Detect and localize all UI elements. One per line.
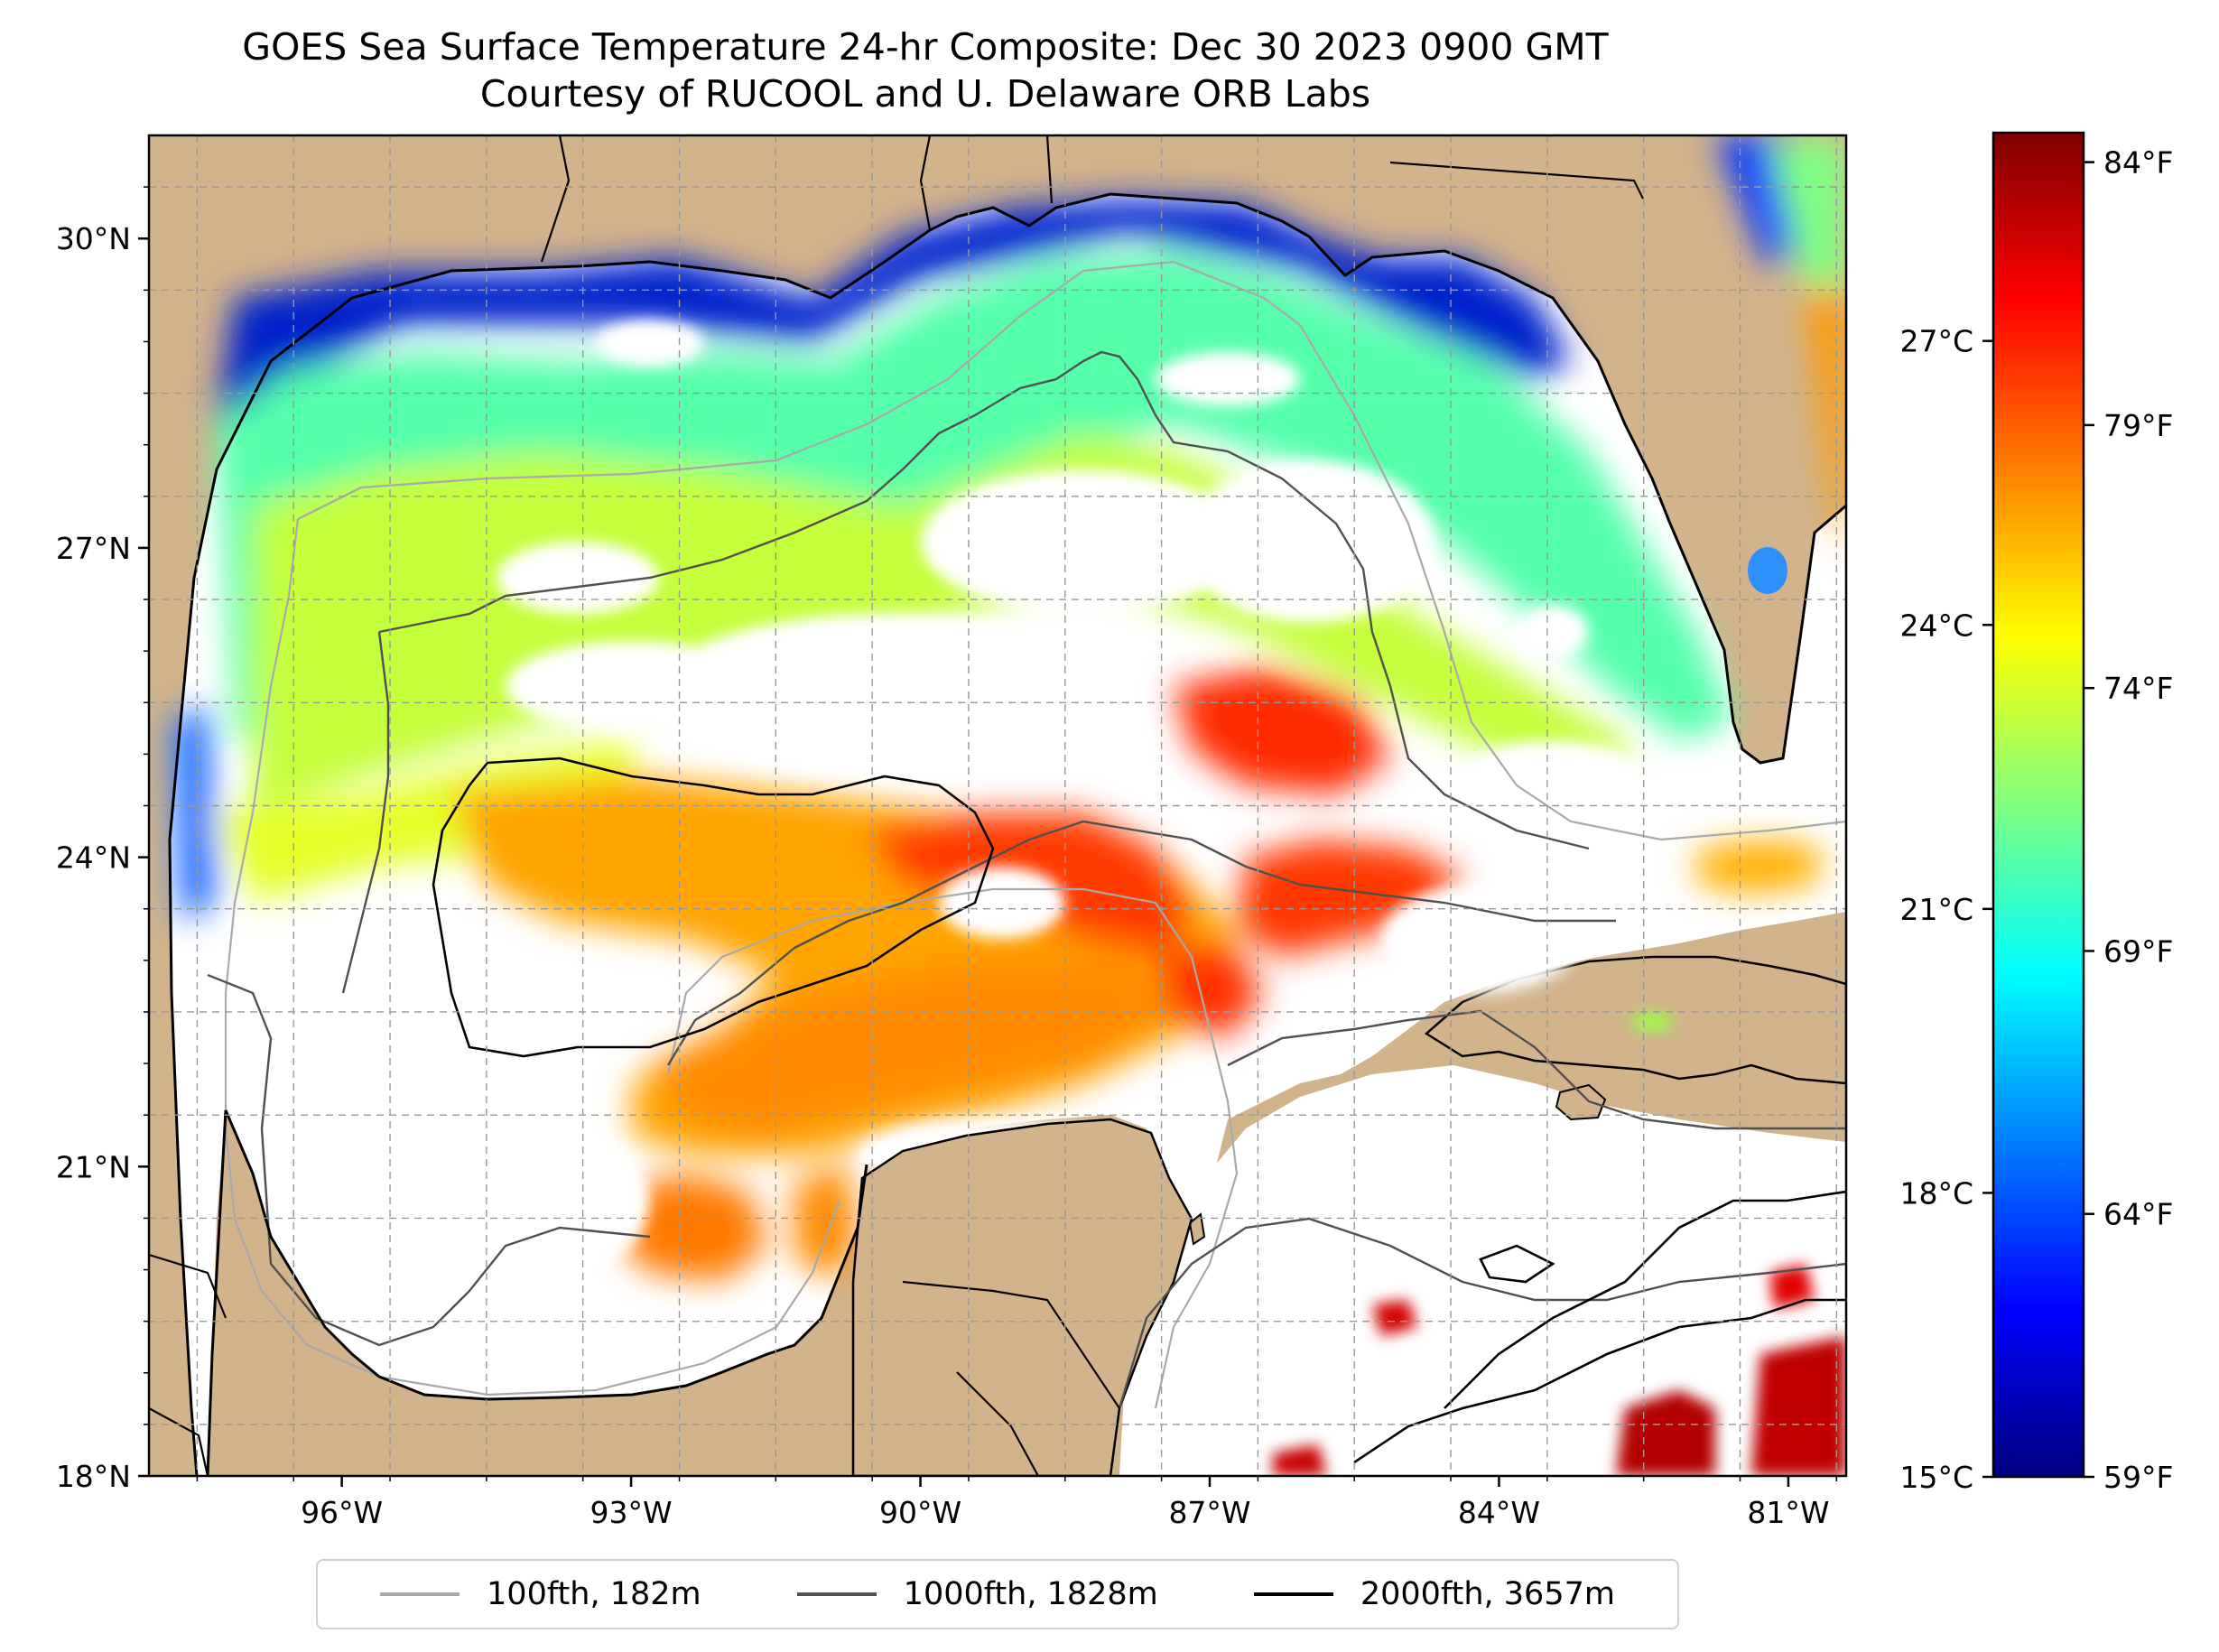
legend-label-2000fth: 2000fth, 3657m xyxy=(1360,1576,1615,1612)
lake-okeechobee xyxy=(1748,547,1787,594)
fahrenheit-tick-label: 84°F xyxy=(2103,145,2173,181)
lon-tick-label: 96°W xyxy=(301,1495,383,1530)
isle-of-youth xyxy=(1555,1083,1607,1121)
legend-swatch-100fth xyxy=(380,1592,460,1596)
colorbar-ticks: 27°C 24°C 21°C 18°C 15°C 84°F 79°F 74°F 69°F 64°F… xyxy=(1899,145,2173,1495)
celsius-tick-label: 15°C xyxy=(1899,1460,1973,1495)
political-borders xyxy=(149,135,1644,1476)
legend-label-100fth: 100fth, 182m xyxy=(487,1576,701,1612)
legend-item-100fth: 100fth, 182m xyxy=(380,1576,701,1612)
map-area xyxy=(149,135,1846,1476)
celsius-tick-label: 27°C xyxy=(1899,324,1973,359)
map-subtitle: Courtesy of RUCOOL and U. Delaware ORB L… xyxy=(479,72,1371,116)
legend-swatch-2000fth xyxy=(1253,1592,1333,1596)
caribbean-sst xyxy=(1273,1013,1846,1476)
fahrenheit-tick-label: 64°F xyxy=(2103,1197,2173,1232)
caribbean-water xyxy=(1119,1065,1846,1476)
lon-tick-label: 93°W xyxy=(590,1495,673,1530)
fahrenheit-tick-label: 59°F xyxy=(2103,1460,2173,1495)
legend-item-1000fth: 1000fth, 1828m xyxy=(796,1576,1158,1612)
lon-tick-label: 84°W xyxy=(1458,1495,1540,1530)
colorbar-gradient xyxy=(1992,131,2085,1479)
legend-item-2000fth: 2000fth, 3657m xyxy=(1253,1576,1615,1612)
celsius-tick-label: 24°C xyxy=(1899,608,1973,643)
lat-tick-label: 24°N xyxy=(56,840,131,876)
lat-tick-label: 18°N xyxy=(56,1459,131,1494)
lon-tick-label: 87°W xyxy=(1168,1495,1250,1530)
map-title: GOES Sea Surface Temperature 24-hr Compo… xyxy=(242,25,1609,69)
legend-swatch-1000fth xyxy=(796,1592,877,1596)
fahrenheit-tick-label: 69°F xyxy=(2103,933,2173,969)
lat-tick-label: 21°N xyxy=(56,1149,131,1184)
coastline xyxy=(168,192,1846,1476)
gridlines xyxy=(149,135,1846,1476)
fahrenheit-tick-label: 74°F xyxy=(2103,671,2173,706)
axis-ticks: 30°N 27°N 24°N 21°N 18°N 96°W 93°W 90°W 87°W 84°W… xyxy=(56,186,1838,1530)
celsius-tick-label: 18°C xyxy=(1899,1175,1973,1211)
celsius-tick-label: 21°C xyxy=(1899,892,1973,927)
cozumel xyxy=(1188,1212,1206,1246)
legend-label-1000fth: 1000fth, 1828m xyxy=(903,1576,1158,1612)
depth-legend: 100fth, 182m 1000fth, 1828m 2000fth, 365… xyxy=(316,1559,1679,1629)
lat-tick-label: 27°N xyxy=(56,531,131,566)
fahrenheit-tick-label: 79°F xyxy=(2103,408,2173,443)
coastline-south xyxy=(206,1109,868,1476)
lon-tick-label: 90°W xyxy=(879,1495,961,1530)
lon-tick-label: 81°W xyxy=(1747,1495,1829,1530)
lat-tick-label: 30°N xyxy=(56,221,131,256)
